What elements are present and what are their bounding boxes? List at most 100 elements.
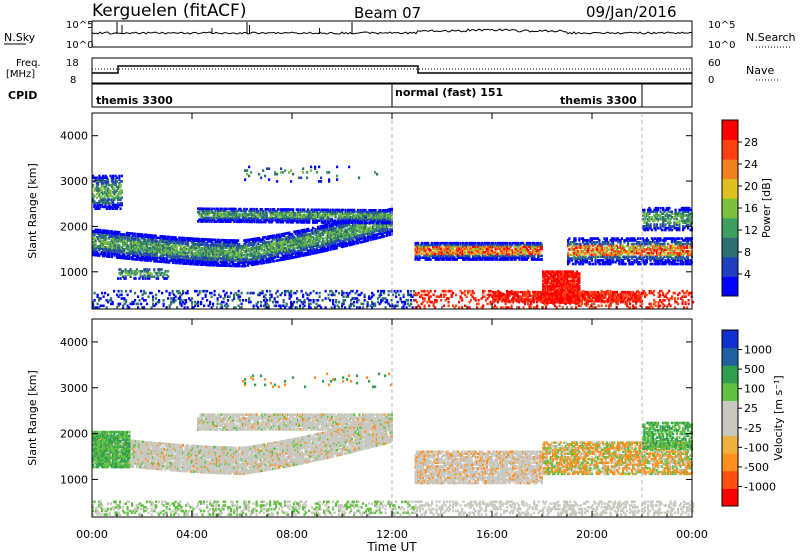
data-cell (168, 259, 171, 262)
data-cell (230, 253, 233, 257)
data-cell (300, 247, 303, 250)
data-cell (287, 237, 290, 240)
data-cell (179, 260, 182, 263)
data-cell (299, 247, 302, 251)
data-cell (378, 221, 381, 225)
data-cell (362, 233, 365, 236)
data-cell (389, 220, 392, 224)
data-cell (249, 261, 252, 265)
data-cell (238, 257, 241, 261)
data-cell (254, 217, 257, 220)
data-cell (348, 223, 351, 227)
data-cell (564, 302, 567, 306)
data-cell (105, 249, 108, 253)
data-cell (328, 241, 331, 244)
data-cell (145, 250, 148, 253)
data-cell (153, 270, 156, 273)
data-cell (253, 207, 256, 211)
data-cell (324, 214, 327, 217)
data-cell (329, 230, 332, 233)
data-cell (235, 257, 238, 261)
data-cell (284, 208, 287, 211)
data-cell (180, 293, 183, 297)
data-cell (164, 235, 167, 238)
data-cell (342, 241, 345, 245)
data-cell (98, 200, 101, 203)
data-cell (410, 293, 413, 297)
data-cell (104, 176, 107, 180)
data-cell (363, 227, 366, 230)
data-cell (180, 238, 183, 242)
data-cell (192, 242, 195, 246)
data-cell (137, 270, 140, 273)
data-cell (182, 251, 185, 254)
data-cell (174, 238, 177, 241)
data-cell (180, 251, 183, 254)
data-cell (350, 230, 353, 234)
data-cell (343, 245, 346, 248)
data-cell (390, 222, 393, 225)
data-cell (115, 256, 118, 259)
data-cell (307, 213, 310, 217)
data-cell (177, 241, 180, 245)
data-cell (369, 236, 372, 240)
data-cell (323, 249, 326, 253)
data-cell (333, 219, 336, 223)
data-cell (579, 291, 582, 295)
data-cell (221, 306, 224, 309)
data-cell (284, 237, 287, 241)
data-cell (95, 178, 98, 181)
data-cell (144, 233, 147, 237)
data-cell (305, 213, 308, 217)
data-cell (242, 248, 245, 252)
data-cell (354, 224, 357, 227)
data-cell (199, 207, 202, 210)
data-cell (388, 221, 391, 225)
data-cell (108, 203, 111, 207)
data-cell (210, 247, 213, 251)
data-cell (423, 247, 426, 250)
data-cell (657, 304, 660, 308)
data-cell (94, 253, 97, 257)
data-cell (302, 219, 305, 222)
data-cell (277, 251, 280, 255)
data-cell (322, 221, 325, 224)
data-cell (390, 216, 393, 219)
data-cell (115, 250, 118, 254)
data-cell (142, 257, 145, 260)
data-cell (113, 182, 116, 185)
data-cell (389, 207, 392, 211)
data-cell (295, 211, 298, 215)
data-cell (284, 217, 287, 220)
data-cell (113, 183, 116, 187)
data-cell (348, 306, 351, 309)
data-cell (303, 217, 306, 221)
data-cell (289, 242, 292, 245)
data-cell (265, 211, 268, 215)
data-cell (120, 271, 123, 275)
data-cell (225, 306, 228, 309)
data-cell (367, 230, 370, 233)
data-cell (325, 217, 328, 221)
data-cell (268, 217, 271, 220)
data-cell (143, 246, 146, 249)
nsearch-label: N.Search (746, 31, 796, 44)
data-cell (383, 289, 386, 293)
data-cell (257, 260, 260, 264)
data-cell (370, 227, 373, 230)
data-cell (342, 217, 345, 221)
data-cell (199, 250, 202, 254)
data-cell (354, 214, 357, 217)
data-cell (200, 248, 203, 252)
data-cell (167, 235, 170, 239)
data-cell (282, 256, 285, 259)
data-cell (300, 215, 303, 219)
data-cell (125, 299, 128, 302)
data-cell (291, 304, 294, 308)
data-cell (666, 291, 669, 295)
data-cell (104, 194, 107, 198)
data-cell (98, 248, 101, 252)
data-cell (224, 207, 227, 211)
data-cell (149, 235, 152, 239)
data-cell (171, 297, 174, 300)
